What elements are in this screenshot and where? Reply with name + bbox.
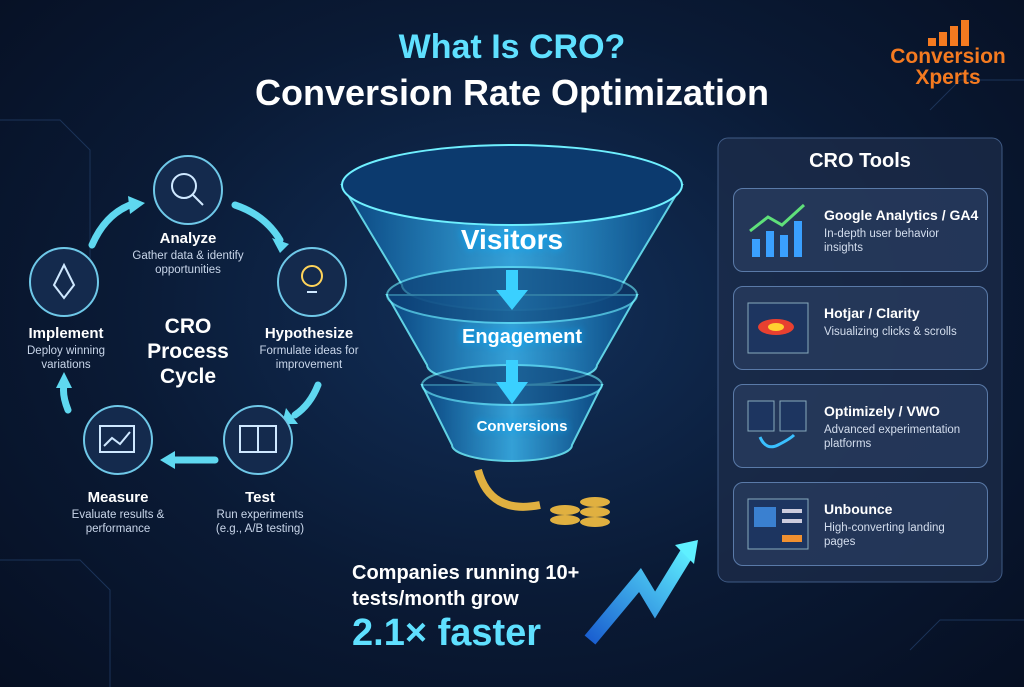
funnel	[340, 144, 684, 462]
step-title: Measure	[87, 489, 149, 506]
title: What Is CRO?	[398, 28, 626, 66]
tool-name: Unbounce	[824, 501, 893, 517]
funnel-stage: Visitors	[460, 224, 564, 255]
step-title: Test	[245, 489, 275, 506]
step: Test Run experiments (e.g., A/B testing)	[185, 489, 335, 536]
step-title: Implement	[28, 325, 104, 342]
cycle-center: CRO Process Cycle	[147, 315, 229, 388]
logo-line: Conversion	[890, 45, 1006, 68]
growth-arrow-head	[675, 540, 698, 564]
tool-card: Hotjar / Clarity Visualizing clicks & scr…	[733, 286, 988, 370]
coins	[550, 497, 610, 527]
arrow-heads	[56, 196, 298, 469]
logo-line: Xperts	[915, 66, 981, 89]
logo: Conversion Xperts	[888, 46, 1008, 88]
subtitle: Conversion Rate Optimization	[254, 72, 770, 113]
step-description: Run experiments (e.g., A/B testing)	[215, 509, 305, 535]
growth-arrow	[584, 544, 696, 645]
tool-icon	[747, 400, 807, 449]
logo-bars	[928, 20, 969, 46]
step-description: Gather data & identify opportunities	[132, 250, 244, 276]
funnel-stage: Conversions	[476, 418, 568, 435]
step-title: Hypothesize	[264, 325, 354, 342]
tool-description: High-converting landing pages	[824, 522, 945, 548]
step: Analyze Gather data & identify opportunit…	[113, 230, 263, 277]
tool-name: Google Analytics / GA4	[824, 207, 979, 223]
step: Measure Evaluate results & performance	[43, 489, 193, 536]
tool-description: Visualizing clicks & scrolls	[824, 326, 957, 338]
circuit-lines	[0, 79, 1024, 687]
tool-description: Advanced experimentation platforms	[824, 424, 961, 450]
gold-arrow	[474, 468, 541, 511]
tool-card: Optimizely / VWO Advanced experimentation…	[733, 384, 988, 468]
tools-title: CRO Tools	[809, 150, 911, 172]
step-description: Evaluate results & performance	[71, 509, 165, 535]
funnel-stage: Engagement	[461, 326, 583, 348]
tool-icon	[747, 498, 809, 550]
tool-icon	[747, 302, 809, 354]
step-title: Analyze	[159, 230, 217, 247]
tool-icon	[749, 203, 806, 257]
tool-name: Hotjar / Clarity	[824, 305, 920, 321]
step: Implement Deploy winning variations	[0, 325, 141, 372]
step: Hypothesize Formulate ideas for improveme…	[234, 325, 384, 372]
icon-glyphs	[52, 173, 323, 453]
step-description: Formulate ideas for improvement	[259, 345, 359, 371]
stat-highlight: 2.1× faster	[352, 612, 542, 654]
tool-card: Google Analytics / GA4 In-depth user beha…	[733, 188, 988, 272]
stat-text: Companies running 10+ tests/month grow	[352, 562, 580, 610]
funnel-arrows	[496, 270, 528, 404]
step-description: Deploy winning variations	[27, 345, 105, 371]
tool-card: Unbounce High-converting landing pages	[733, 482, 988, 566]
tool-name: Optimizely / VWO	[824, 403, 940, 419]
tool-description: In-depth user behavior insights	[824, 228, 940, 254]
